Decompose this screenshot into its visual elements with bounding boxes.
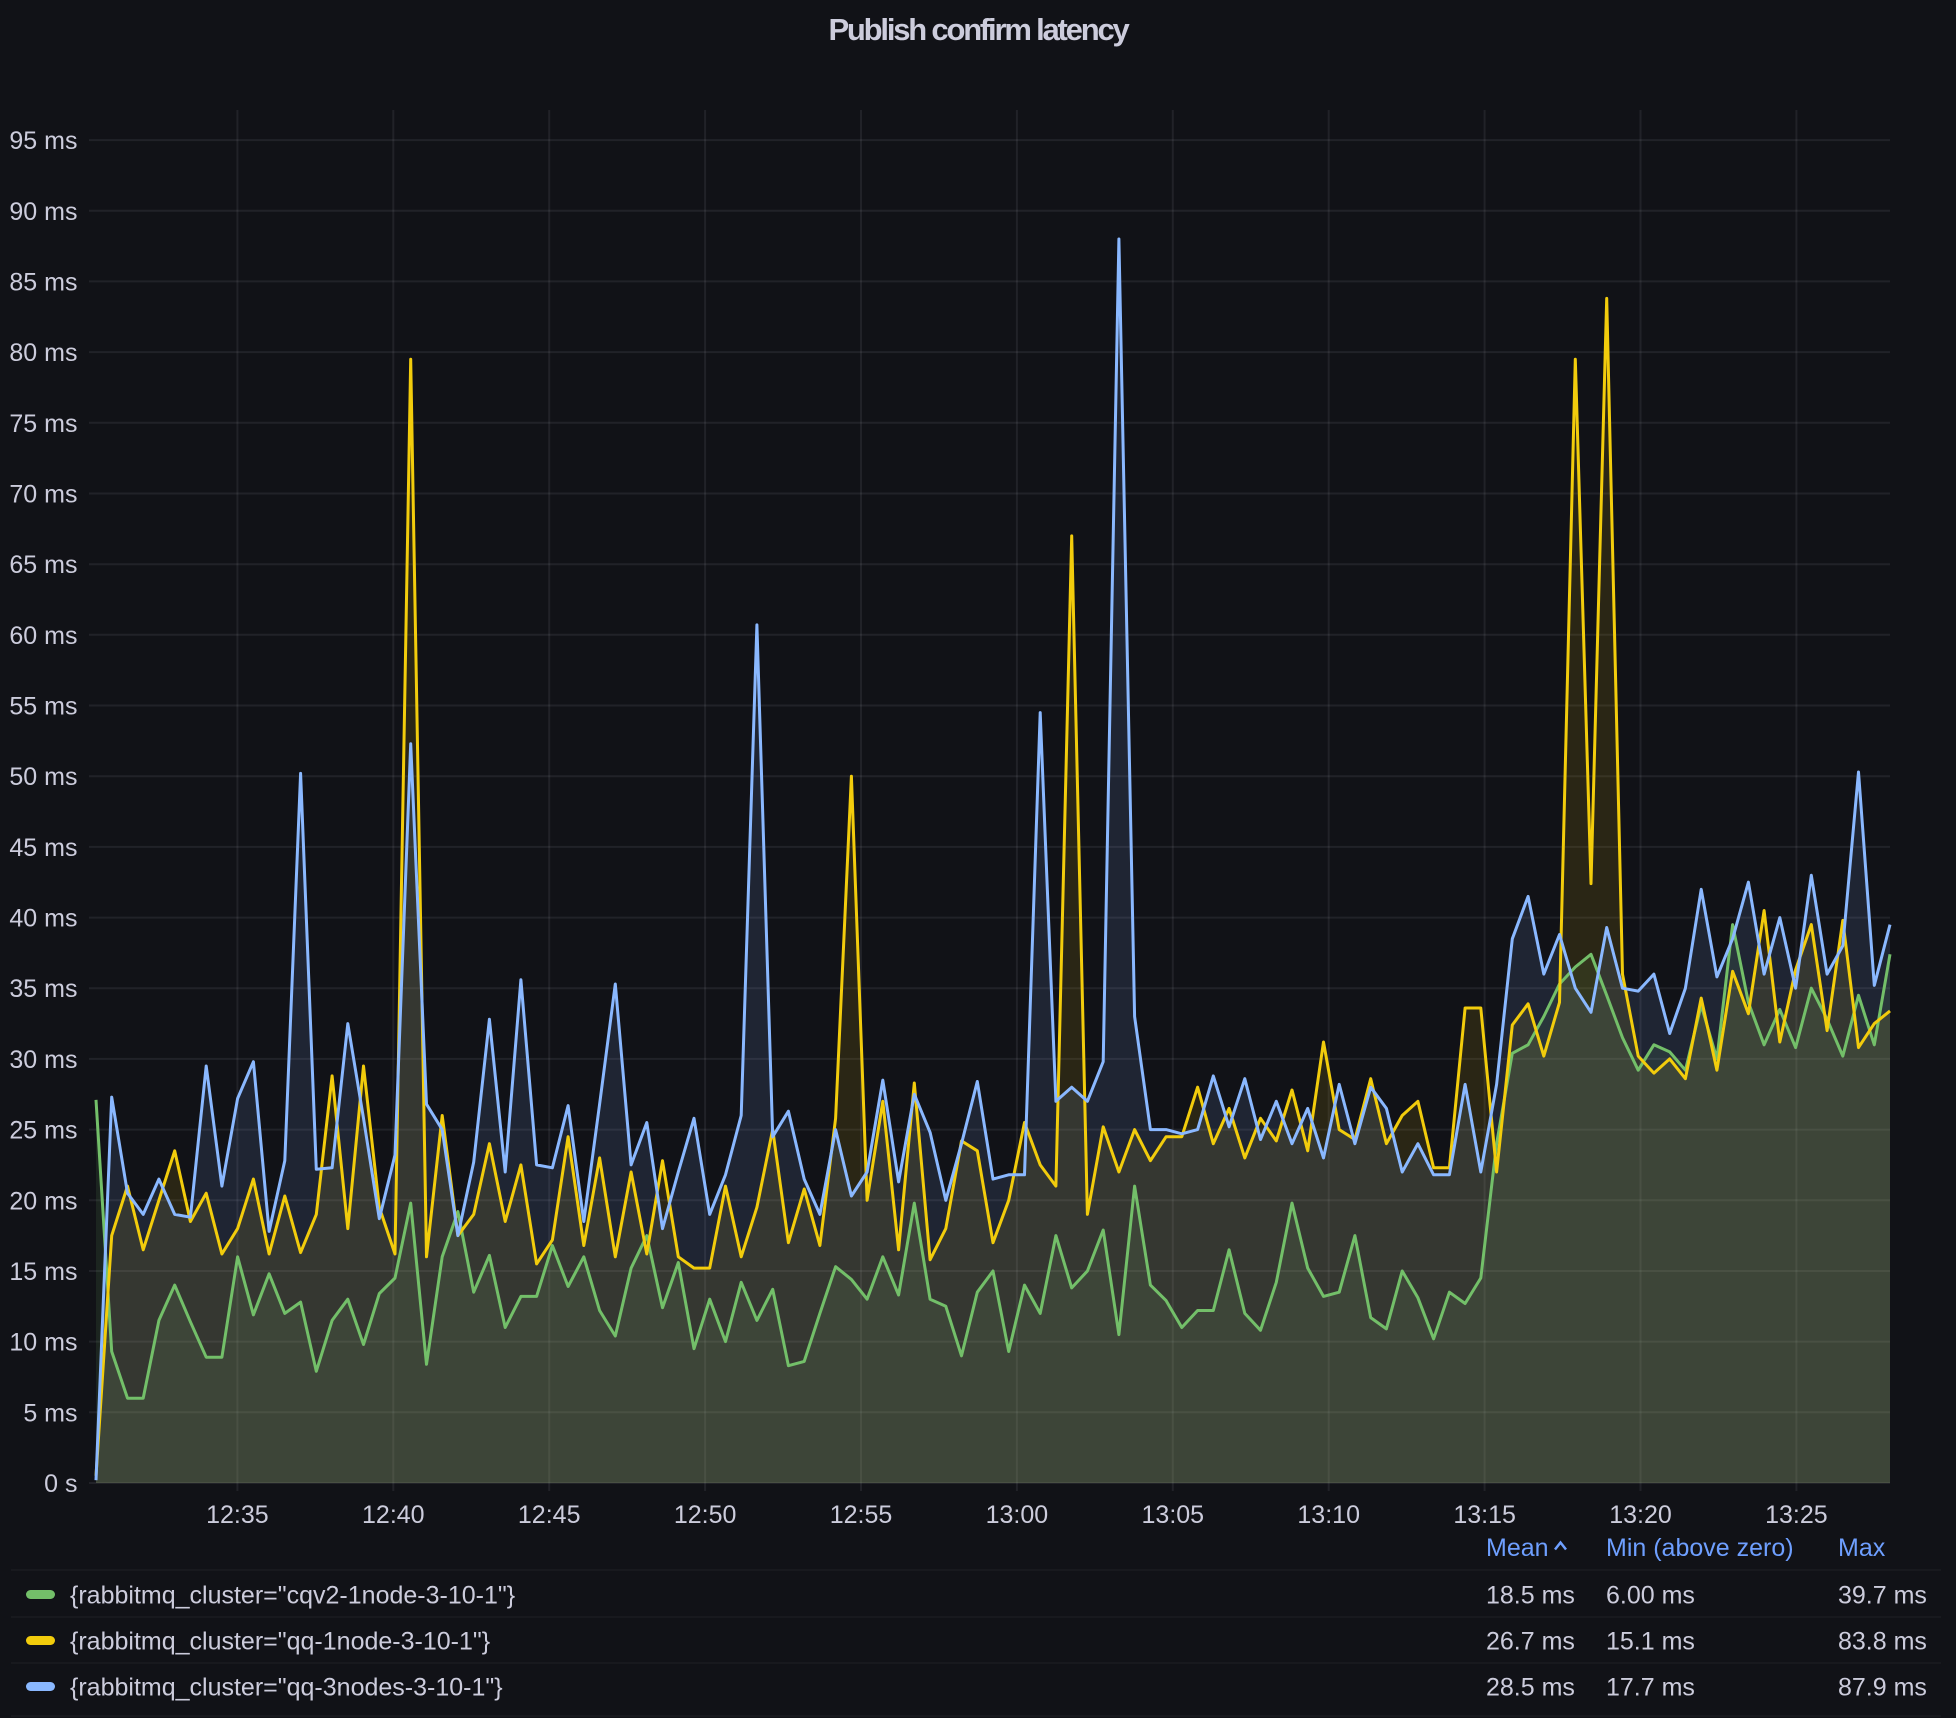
svg-text:39.7 ms: 39.7 ms <box>1838 1582 1927 1610</box>
svg-text:15.1 ms: 15.1 ms <box>1606 1628 1695 1656</box>
svg-text:75 ms: 75 ms <box>9 410 77 438</box>
svg-text:50 ms: 50 ms <box>9 763 77 791</box>
svg-text:28.5 ms: 28.5 ms <box>1486 1674 1575 1702</box>
svg-text:65 ms: 65 ms <box>9 551 77 579</box>
svg-text:87.9 ms: 87.9 ms <box>1838 1674 1927 1702</box>
svg-text:20 ms: 20 ms <box>9 1187 77 1215</box>
svg-text:12:45: 12:45 <box>518 1501 581 1529</box>
svg-text:10 ms: 10 ms <box>9 1329 77 1357</box>
svg-text:13:05: 13:05 <box>1142 1501 1205 1529</box>
svg-text:13:25: 13:25 <box>1765 1501 1828 1529</box>
svg-text:12:55: 12:55 <box>830 1501 893 1529</box>
svg-text:6.00 ms: 6.00 ms <box>1606 1582 1695 1610</box>
svg-text:70 ms: 70 ms <box>9 481 77 509</box>
svg-text:25 ms: 25 ms <box>9 1117 77 1145</box>
svg-text:Publish confirm latency: Publish confirm latency <box>828 12 1130 47</box>
svg-text:30 ms: 30 ms <box>9 1046 77 1074</box>
svg-text:17.7 ms: 17.7 ms <box>1606 1674 1695 1702</box>
svg-text:{rabbitmq_cluster="qq-1node-3-: {rabbitmq_cluster="qq-1node-3-10-1"} <box>70 1628 490 1656</box>
svg-text:Max: Max <box>1838 1534 1886 1562</box>
svg-text:95 ms: 95 ms <box>9 127 77 155</box>
svg-text:12:40: 12:40 <box>362 1501 425 1529</box>
svg-text:83.8 ms: 83.8 ms <box>1838 1628 1927 1656</box>
svg-text:Mean: Mean <box>1486 1534 1549 1562</box>
svg-text:13:15: 13:15 <box>1453 1501 1516 1529</box>
svg-text:0 s: 0 s <box>44 1470 77 1498</box>
svg-text:55 ms: 55 ms <box>9 693 77 721</box>
svg-text:26.7 ms: 26.7 ms <box>1486 1628 1575 1656</box>
svg-text:5 ms: 5 ms <box>23 1399 77 1427</box>
svg-text:40 ms: 40 ms <box>9 905 77 933</box>
svg-text:13:10: 13:10 <box>1297 1501 1360 1529</box>
svg-text:12:35: 12:35 <box>206 1501 269 1529</box>
svg-text:60 ms: 60 ms <box>9 622 77 650</box>
svg-text:90 ms: 90 ms <box>9 198 77 226</box>
svg-text:35 ms: 35 ms <box>9 975 77 1003</box>
svg-text:80 ms: 80 ms <box>9 339 77 367</box>
svg-text:12:50: 12:50 <box>674 1501 737 1529</box>
svg-text:Min (above zero): Min (above zero) <box>1606 1534 1794 1562</box>
svg-text:85 ms: 85 ms <box>9 268 77 296</box>
svg-text:{rabbitmq_cluster="qq-3nodes-3: {rabbitmq_cluster="qq-3nodes-3-10-1"} <box>70 1674 503 1702</box>
svg-text:18.5 ms: 18.5 ms <box>1486 1582 1575 1610</box>
svg-text:45 ms: 45 ms <box>9 834 77 862</box>
svg-text:13:20: 13:20 <box>1609 1501 1672 1529</box>
svg-text:{rabbitmq_cluster="cqv2-1node-: {rabbitmq_cluster="cqv2-1node-3-10-1"} <box>70 1582 515 1610</box>
svg-text:13:00: 13:00 <box>986 1501 1049 1529</box>
svg-text:15 ms: 15 ms <box>9 1258 77 1286</box>
